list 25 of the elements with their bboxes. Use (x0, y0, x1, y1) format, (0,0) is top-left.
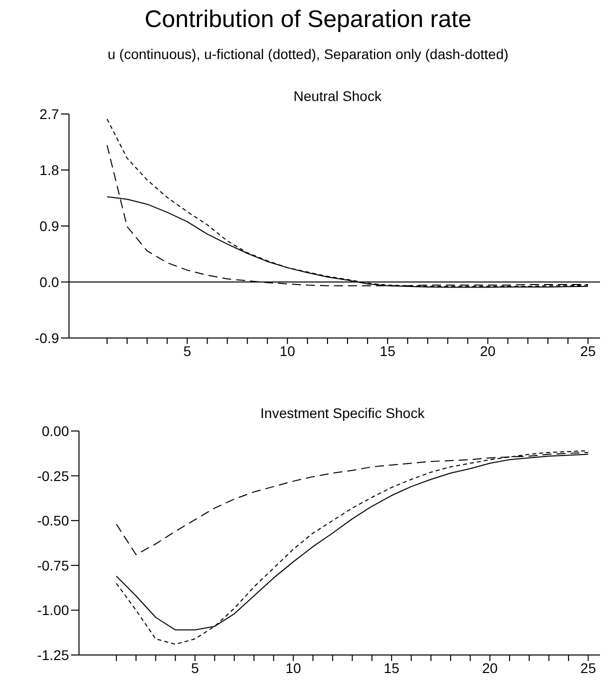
x-tick-label: 15 (384, 660, 400, 676)
y-tick-label: -0.9 (34, 330, 60, 346)
y-tick-label: 0.00 (42, 422, 70, 439)
x-tick-label: 25 (580, 660, 596, 676)
y-tick-label: 0.9 (40, 218, 60, 234)
x-tick-label: 10 (286, 660, 302, 676)
x-tick-label: 5 (183, 342, 192, 359)
y-tick-label: -1.00 (37, 602, 70, 618)
y-tick-label: -0.75 (37, 557, 70, 574)
text: Contribution of Separation rate (144, 6, 472, 34)
y-tick-label: -0.25 (37, 468, 70, 484)
y-tick-label: -1.25 (37, 646, 70, 663)
chart-title: Neutral Shock (294, 88, 382, 104)
y-tick-label: 1.8 (40, 162, 60, 178)
x-tick-label: 25 (580, 342, 596, 359)
text: u (continuous), u-fictional (dotted), Separation only (dash-dotted) (106, 46, 510, 62)
x-tick-label: 10 (280, 342, 296, 359)
x-tick-label: 20 (480, 342, 496, 359)
x-tick-label: 15 (380, 342, 396, 359)
x-tick-label: 5 (191, 660, 200, 676)
y-tick-label: -0.50 (37, 512, 70, 529)
y-tick-label: 0.0 (40, 274, 60, 290)
y-tick-label: 2.7 (40, 106, 60, 122)
chart-title: Investment Specific Shock (260, 405, 425, 421)
x-tick-label: 20 (482, 660, 498, 676)
